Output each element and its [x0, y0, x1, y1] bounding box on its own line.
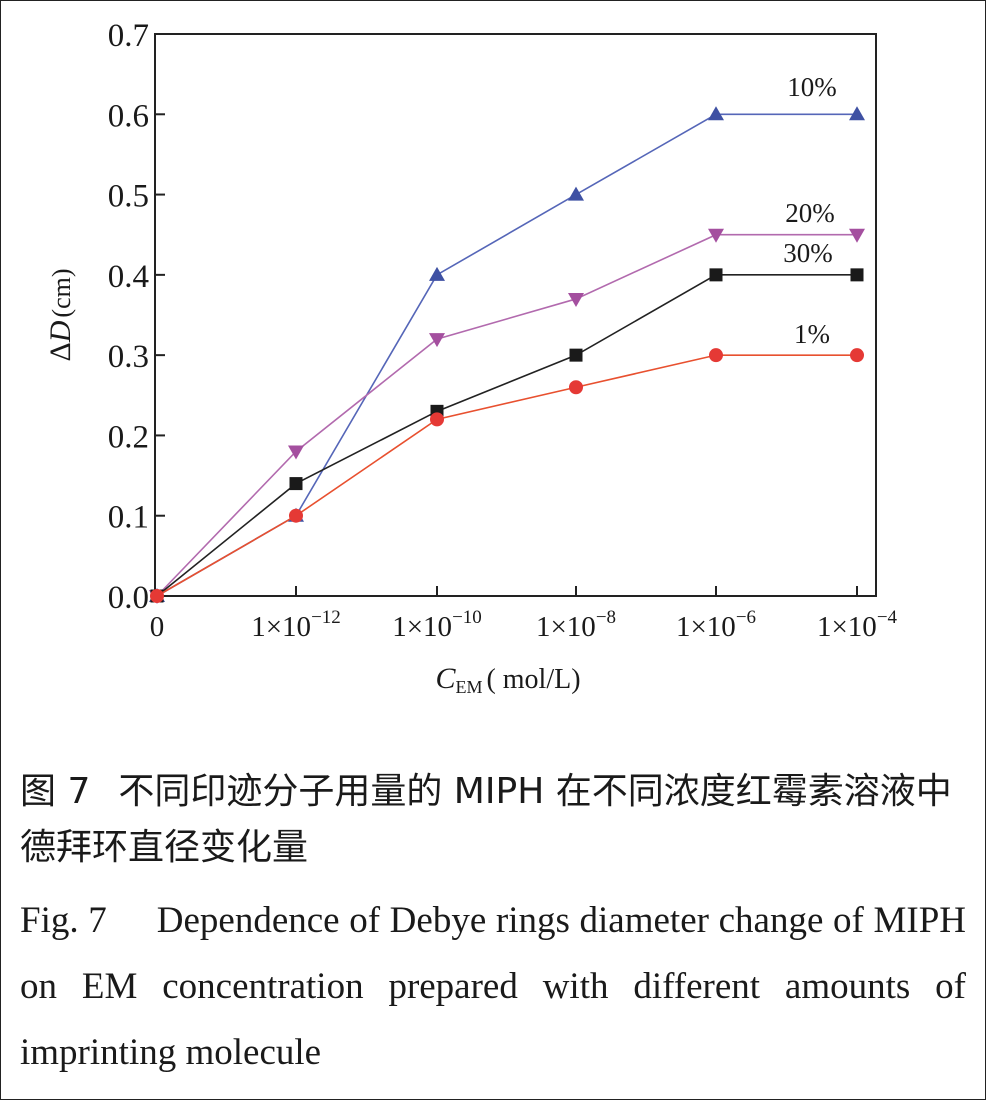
- data-point-square: [289, 477, 303, 491]
- x-tick-exponent: −4: [877, 607, 898, 628]
- x-tick-label: 1×10−4: [817, 607, 898, 643]
- x-axis: 0 1×10−12 1×10−10 1×10−8 1×10−6 1×10−4: [150, 586, 898, 643]
- series-20pct: 20%: [149, 198, 865, 604]
- series-layer: 10% 20% 30% 1%: [149, 72, 865, 604]
- data-point-circle: [850, 348, 864, 363]
- x-tick-label: 0: [150, 611, 165, 643]
- data-point-circle: [709, 348, 723, 363]
- data-point-triangle-down: [849, 228, 865, 243]
- data-point-triangle-down: [568, 292, 584, 307]
- series-line: [156, 233, 857, 597]
- y-tick-label: 0.5: [108, 179, 149, 215]
- data-point-square: [569, 348, 583, 362]
- y-axis-label-var: D: [44, 320, 77, 343]
- data-point-triangle-up: [849, 106, 865, 121]
- series-label: 20%: [785, 198, 835, 228]
- series-line: [156, 354, 857, 597]
- data-point-circle: [569, 380, 583, 395]
- x-tick-label: 1×10−10: [392, 607, 482, 643]
- y-axis: 0.0 0.1 0.2 0.3 0.4 0.5 0.6 0.7: [108, 18, 165, 616]
- series-label: 30%: [783, 238, 833, 268]
- y-axis-label-unit: (cm): [47, 268, 76, 317]
- y-axis-label-delta: Δ: [44, 342, 77, 361]
- line-chart: 0.0 0.1 0.2 0.3 0.4 0.5 0.6 0.7 0 1×10−12 1×10−10…: [44, 18, 898, 697]
- data-point-triangle-up: [708, 106, 724, 121]
- series-line: [156, 274, 857, 597]
- caption-chinese: 图 7 不同印迹分子用量的 MIPH 在不同浓度红霉素溶液中德拜环直径变化量: [20, 764, 970, 876]
- x-tick-label: 1×10−12: [251, 607, 341, 643]
- data-point-square: [709, 268, 723, 282]
- series-1pct: 1%: [150, 319, 864, 603]
- y-tick-label: 0.2: [108, 419, 149, 455]
- plot-area-frame: [154, 33, 877, 597]
- series-30pct: 30%: [150, 238, 864, 603]
- data-point-triangle-down: [708, 228, 724, 243]
- x-tick-exponent: −10: [452, 607, 482, 628]
- data-point-triangle-up: [568, 186, 584, 201]
- x-axis-label-main: C: [435, 662, 456, 695]
- x-axis-label-sub: EM: [455, 677, 482, 697]
- data-point-circle: [150, 589, 164, 603]
- data-point-square: [850, 268, 864, 282]
- x-tick-label: 1×10−8: [536, 607, 616, 643]
- caption-english-text: Dependence of Debye rings diameter chang…: [20, 900, 966, 1073]
- y-tick-label: 0.0: [108, 580, 149, 616]
- y-tick-label: 0.7: [108, 18, 149, 54]
- caption-chinese-label: 图 7: [20, 771, 91, 812]
- y-axis-label: ΔD (cm): [44, 268, 77, 361]
- series-label: 1%: [794, 319, 830, 349]
- y-tick-label: 0.6: [108, 98, 149, 134]
- caption-chinese-text: 不同印迹分子用量的 MIPH 在不同浓度红霉素溶液中德拜环直径变化量: [20, 771, 952, 868]
- series-10pct: 10%: [149, 72, 865, 602]
- y-tick-label: 0.3: [108, 339, 149, 375]
- data-point-triangle-down: [288, 445, 304, 460]
- data-point-triangle-up: [429, 266, 445, 281]
- x-tick-label: 1×10−6: [676, 607, 756, 643]
- data-point-circle: [430, 412, 444, 427]
- series-label: 10%: [787, 72, 837, 102]
- x-tick-exponent: −12: [311, 607, 341, 628]
- y-tick-label: 0.1: [108, 500, 149, 536]
- caption-english-label: Fig. 7: [20, 900, 107, 941]
- caption-english: Fig. 7 Dependence of Debye rings diameter…: [20, 888, 966, 1086]
- data-point-circle: [289, 508, 303, 523]
- y-tick-label: 0.4: [108, 259, 149, 295]
- x-tick-exponent: −6: [736, 607, 756, 628]
- x-tick-exponent: −8: [596, 607, 616, 628]
- data-point-triangle-down: [429, 333, 445, 348]
- x-axis-label: CEM( mol/L): [435, 662, 580, 697]
- x-axis-label-unit: ( mol/L): [486, 664, 580, 695]
